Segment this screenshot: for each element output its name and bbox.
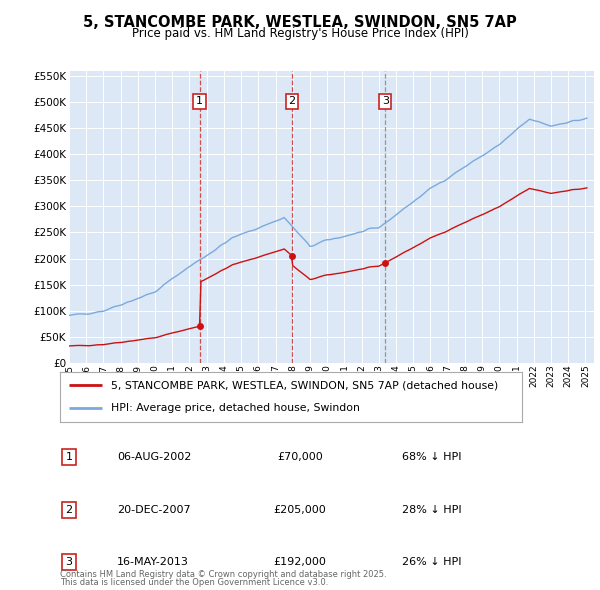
Text: Contains HM Land Registry data © Crown copyright and database right 2025.: Contains HM Land Registry data © Crown c… xyxy=(60,571,386,579)
Text: 5, STANCOMBE PARK, WESTLEA, SWINDON, SN5 7AP (detached house): 5, STANCOMBE PARK, WESTLEA, SWINDON, SN5… xyxy=(111,380,498,390)
Text: 3: 3 xyxy=(382,97,389,106)
Text: 26% ↓ HPI: 26% ↓ HPI xyxy=(402,557,461,566)
Text: 1: 1 xyxy=(196,97,203,106)
Text: 06-AUG-2002: 06-AUG-2002 xyxy=(117,453,191,462)
Text: 3: 3 xyxy=(65,557,73,566)
Text: 2: 2 xyxy=(65,506,73,515)
Text: HPI: Average price, detached house, Swindon: HPI: Average price, detached house, Swin… xyxy=(111,404,359,414)
Text: 20-DEC-2007: 20-DEC-2007 xyxy=(117,506,191,515)
Text: £70,000: £70,000 xyxy=(277,453,323,462)
Text: 68% ↓ HPI: 68% ↓ HPI xyxy=(402,453,461,462)
Text: £192,000: £192,000 xyxy=(274,557,326,566)
Text: £205,000: £205,000 xyxy=(274,506,326,515)
Text: 16-MAY-2013: 16-MAY-2013 xyxy=(117,557,189,566)
Text: This data is licensed under the Open Government Licence v3.0.: This data is licensed under the Open Gov… xyxy=(60,578,328,587)
Text: 2: 2 xyxy=(289,97,296,106)
Text: 1: 1 xyxy=(65,453,73,462)
Text: Price paid vs. HM Land Registry's House Price Index (HPI): Price paid vs. HM Land Registry's House … xyxy=(131,27,469,40)
Text: 5, STANCOMBE PARK, WESTLEA, SWINDON, SN5 7AP: 5, STANCOMBE PARK, WESTLEA, SWINDON, SN5… xyxy=(83,15,517,30)
Text: 28% ↓ HPI: 28% ↓ HPI xyxy=(402,506,461,515)
